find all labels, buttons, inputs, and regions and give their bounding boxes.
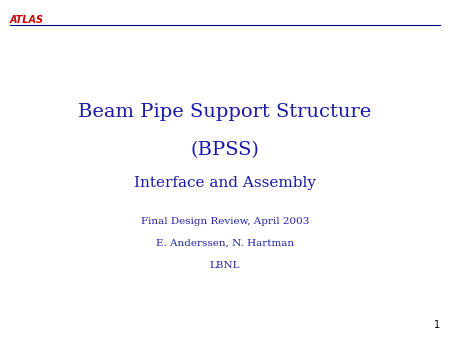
Text: (BPSS): (BPSS) xyxy=(190,141,260,160)
Text: E. Anderssen, N. Hartman: E. Anderssen, N. Hartman xyxy=(156,239,294,248)
Text: Final Design Review, April 2003: Final Design Review, April 2003 xyxy=(141,217,309,226)
Text: Interface and Assembly: Interface and Assembly xyxy=(134,175,316,190)
Text: Beam Pipe Support Structure: Beam Pipe Support Structure xyxy=(78,102,372,121)
Text: 1: 1 xyxy=(434,319,440,330)
Text: LBNL: LBNL xyxy=(210,261,240,270)
Text: ATLAS: ATLAS xyxy=(10,15,44,25)
